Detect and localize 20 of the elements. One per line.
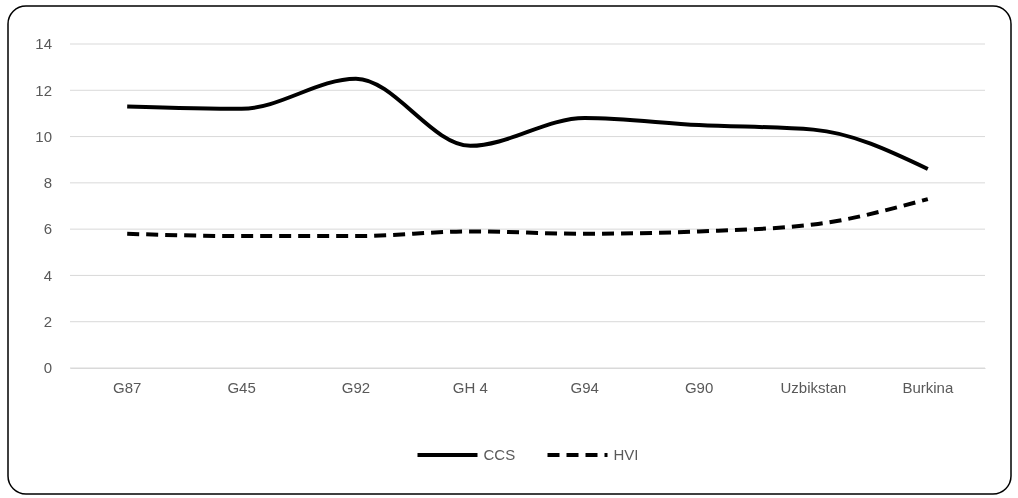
y-tick-label: 2: [43, 313, 52, 331]
legend-label: HVI: [613, 446, 639, 463]
y-tick-label: 4: [43, 266, 52, 284]
x-tick-label: G45: [227, 378, 256, 396]
x-tick-label: G92: [341, 378, 371, 396]
y-tick-label: 8: [43, 174, 52, 192]
y-tick-label: 12: [35, 81, 52, 99]
line-series: [125, 197, 930, 239]
x-tick-label: G94: [570, 378, 599, 396]
y-tick-label: 10: [35, 127, 52, 145]
x-tick-label: GH 4: [452, 378, 488, 396]
x-tick-label: Burkina: [902, 378, 954, 396]
x-tick-label: Uzbikstan: [780, 378, 847, 396]
y-tick-label: 6: [43, 220, 52, 238]
y-tick-label: 0: [43, 359, 52, 377]
x-tick-label: G87: [113, 378, 142, 396]
line-series: [125, 76, 930, 171]
legend-label: CCS: [483, 446, 516, 463]
y-tick-label: 14: [35, 35, 52, 53]
x-tick-label: G90: [684, 378, 714, 396]
